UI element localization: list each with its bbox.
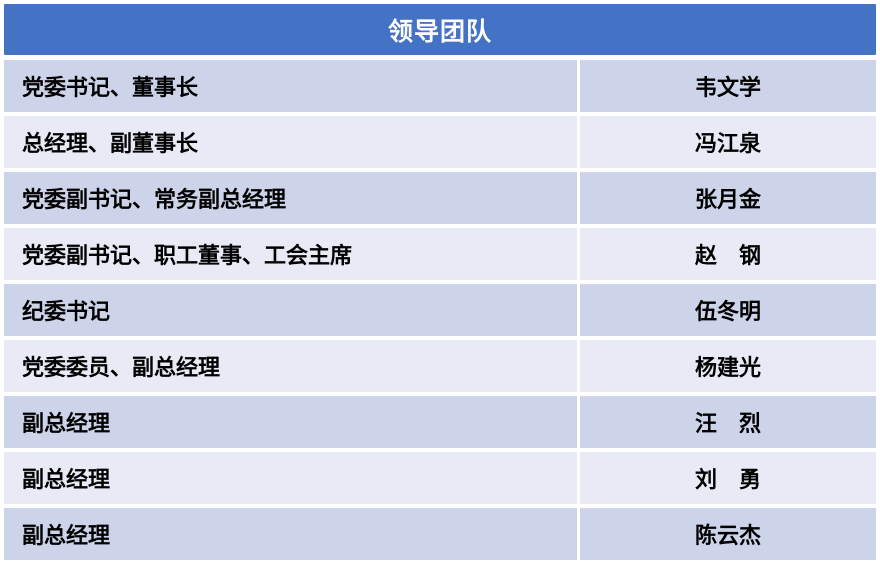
position-cell: 党委委员、副总经理	[4, 340, 577, 392]
table-header: 领导团队	[4, 4, 876, 55]
table-row: 党委副书记、常务副总经理 张月金	[4, 172, 876, 224]
position-cell: 总经理、副董事长	[4, 116, 577, 168]
name-cell: 伍冬明	[580, 284, 876, 336]
position-cell: 副总经理	[4, 508, 577, 560]
name-cell: 韦文学	[580, 60, 876, 112]
position-cell: 副总经理	[4, 396, 577, 448]
table-row: 副总经理 刘 勇	[4, 452, 876, 504]
table-row: 党委委员、副总经理 杨建光	[4, 340, 876, 392]
name-cell: 冯江泉	[580, 116, 876, 168]
table-row: 总经理、副董事长 冯江泉	[4, 116, 876, 168]
table-row: 副总经理 汪 烈	[4, 396, 876, 448]
table-row: 党委副书记、职工董事、工会主席 赵 钢	[4, 228, 876, 280]
position-cell: 纪委书记	[4, 284, 577, 336]
name-cell: 杨建光	[580, 340, 876, 392]
position-cell: 党委副书记、职工董事、工会主席	[4, 228, 577, 280]
position-cell: 副总经理	[4, 452, 577, 504]
name-cell: 张月金	[580, 172, 876, 224]
table-body: 党委书记、董事长 韦文学 总经理、副董事长 冯江泉 党委副书记、常务副总经理 张…	[4, 60, 876, 560]
name-cell: 刘 勇	[580, 452, 876, 504]
table-title: 领导团队	[387, 17, 492, 46]
name-cell: 汪 烈	[580, 396, 876, 448]
table-row: 党委书记、董事长 韦文学	[4, 60, 876, 112]
table-row: 副总经理 陈云杰	[4, 508, 876, 560]
name-cell: 赵 钢	[580, 228, 876, 280]
position-cell: 党委副书记、常务副总经理	[4, 172, 577, 224]
position-cell: 党委书记、董事长	[4, 60, 577, 112]
name-cell: 陈云杰	[580, 508, 876, 560]
table-row: 纪委书记 伍冬明	[4, 284, 876, 336]
